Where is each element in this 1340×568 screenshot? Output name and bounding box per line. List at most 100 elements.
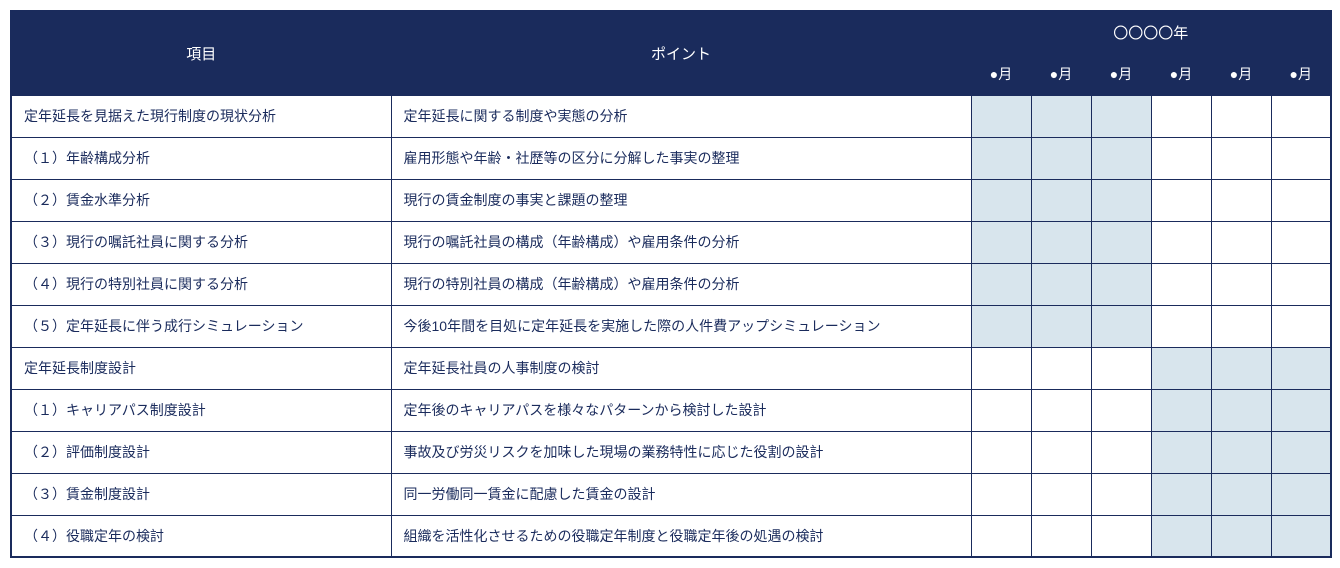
table-row: 定年延長を見据えた現行制度の現状分析定年延長に関する制度や実態の分析	[11, 95, 1331, 137]
cell-month	[1211, 263, 1271, 305]
cell-month	[1271, 137, 1331, 179]
table-row: （３）現行の嘱託社員に関する分析現行の嘱託社員の構成（年齢構成）や雇用条件の分析	[11, 221, 1331, 263]
cell-month	[1211, 347, 1271, 389]
cell-point: 今後10年間を目処に定年延長を実施した際の人件費アップシミュレーション	[391, 305, 971, 347]
table-row: （３）賃金制度設計同一労働同一賃金に配慮した賃金の設計	[11, 473, 1331, 515]
header-year: 〇〇〇〇年	[971, 11, 1331, 53]
cell-month	[1151, 389, 1211, 431]
cell-item: （３）現行の嘱託社員に関する分析	[11, 221, 391, 263]
cell-month	[1151, 179, 1211, 221]
cell-month	[1031, 95, 1091, 137]
cell-month	[1151, 305, 1211, 347]
cell-month	[971, 179, 1031, 221]
cell-month	[971, 473, 1031, 515]
cell-month	[1211, 95, 1271, 137]
cell-month	[1031, 221, 1091, 263]
cell-item: （３）賃金制度設計	[11, 473, 391, 515]
cell-month	[971, 221, 1031, 263]
cell-month	[1151, 263, 1211, 305]
cell-month	[971, 389, 1031, 431]
cell-point: 事故及び労災リスクを加味した現場の業務特性に応じた役割の設計	[391, 431, 971, 473]
cell-point: 現行の特別社員の構成（年齢構成）や雇用条件の分析	[391, 263, 971, 305]
cell-month	[1091, 179, 1151, 221]
cell-month	[1271, 263, 1331, 305]
cell-month	[1151, 431, 1211, 473]
cell-month	[1031, 389, 1091, 431]
table-body: 定年延長を見据えた現行制度の現状分析定年延長に関する制度や実態の分析（１）年齢構…	[11, 95, 1331, 557]
cell-month	[1211, 221, 1271, 263]
cell-item: （４）現行の特別社員に関する分析	[11, 263, 391, 305]
cell-month	[1031, 263, 1091, 305]
cell-month	[971, 515, 1031, 557]
cell-month	[1271, 221, 1331, 263]
table-header: 項目 ポイント 〇〇〇〇年 ●月 ●月 ●月 ●月 ●月 ●月	[11, 11, 1331, 95]
table-row: （２）賃金水準分析現行の賃金制度の事実と課題の整理	[11, 179, 1331, 221]
table-row: 定年延長制度設計定年延長社員の人事制度の検討	[11, 347, 1331, 389]
cell-month	[1091, 389, 1151, 431]
header-month: ●月	[1031, 53, 1091, 95]
cell-month	[1091, 263, 1151, 305]
cell-month	[1271, 179, 1331, 221]
cell-item: （２）評価制度設計	[11, 431, 391, 473]
header-item: 項目	[11, 11, 391, 95]
cell-month	[1151, 347, 1211, 389]
cell-month	[1271, 431, 1331, 473]
cell-item: （５）定年延長に伴う成行シミュレーション	[11, 305, 391, 347]
cell-point: 現行の賃金制度の事実と課題の整理	[391, 179, 971, 221]
cell-month	[971, 95, 1031, 137]
cell-month	[1031, 473, 1091, 515]
cell-month	[1091, 221, 1151, 263]
cell-month	[1031, 137, 1091, 179]
cell-point: 雇用形態や年齢・社歴等の区分に分解した事実の整理	[391, 137, 971, 179]
cell-month	[1271, 95, 1331, 137]
header-month: ●月	[971, 53, 1031, 95]
cell-month	[971, 263, 1031, 305]
cell-month	[1211, 305, 1271, 347]
cell-point: 同一労働同一賃金に配慮した賃金の設計	[391, 473, 971, 515]
table-row: （４）役職定年の検討組織を活性化させるための役職定年制度と役職定年後の処遇の検討	[11, 515, 1331, 557]
cell-item: （４）役職定年の検討	[11, 515, 391, 557]
cell-item: （１）キャリアパス制度設計	[11, 389, 391, 431]
cell-month	[1091, 137, 1151, 179]
cell-month	[1271, 347, 1331, 389]
table-row: （１）年齢構成分析雇用形態や年齢・社歴等の区分に分解した事実の整理	[11, 137, 1331, 179]
cell-month	[1091, 473, 1151, 515]
cell-item: 定年延長制度設計	[11, 347, 391, 389]
cell-item: （２）賃金水準分析	[11, 179, 391, 221]
cell-month	[1091, 305, 1151, 347]
cell-month	[971, 431, 1031, 473]
cell-item: 定年延長を見据えた現行制度の現状分析	[11, 95, 391, 137]
cell-month	[1211, 515, 1271, 557]
table-row: （２）評価制度設計事故及び労災リスクを加味した現場の業務特性に応じた役割の設計	[11, 431, 1331, 473]
cell-item: （１）年齢構成分析	[11, 137, 391, 179]
cell-month	[1091, 515, 1151, 557]
cell-month	[1271, 473, 1331, 515]
cell-point: 現行の嘱託社員の構成（年齢構成）や雇用条件の分析	[391, 221, 971, 263]
cell-month	[1151, 515, 1211, 557]
cell-point: 組織を活性化させるための役職定年制度と役職定年後の処遇の検討	[391, 515, 971, 557]
cell-month	[1031, 179, 1091, 221]
cell-month	[1211, 137, 1271, 179]
cell-month	[971, 137, 1031, 179]
cell-month	[1151, 137, 1211, 179]
cell-month	[971, 347, 1031, 389]
cell-month	[1151, 95, 1211, 137]
header-month: ●月	[1211, 53, 1271, 95]
header-month: ●月	[1151, 53, 1211, 95]
cell-month	[1211, 389, 1271, 431]
cell-month	[1031, 515, 1091, 557]
cell-month	[1151, 473, 1211, 515]
cell-month	[1091, 95, 1151, 137]
table-row: （４）現行の特別社員に関する分析現行の特別社員の構成（年齢構成）や雇用条件の分析	[11, 263, 1331, 305]
header-month: ●月	[1091, 53, 1151, 95]
cell-month	[1151, 221, 1211, 263]
cell-month	[1031, 431, 1091, 473]
header-month: ●月	[1271, 53, 1331, 95]
cell-month	[1271, 305, 1331, 347]
cell-month	[1031, 347, 1091, 389]
header-point: ポイント	[391, 11, 971, 95]
cell-month	[1271, 515, 1331, 557]
cell-month	[1211, 179, 1271, 221]
cell-month	[1211, 431, 1271, 473]
cell-month	[1031, 305, 1091, 347]
